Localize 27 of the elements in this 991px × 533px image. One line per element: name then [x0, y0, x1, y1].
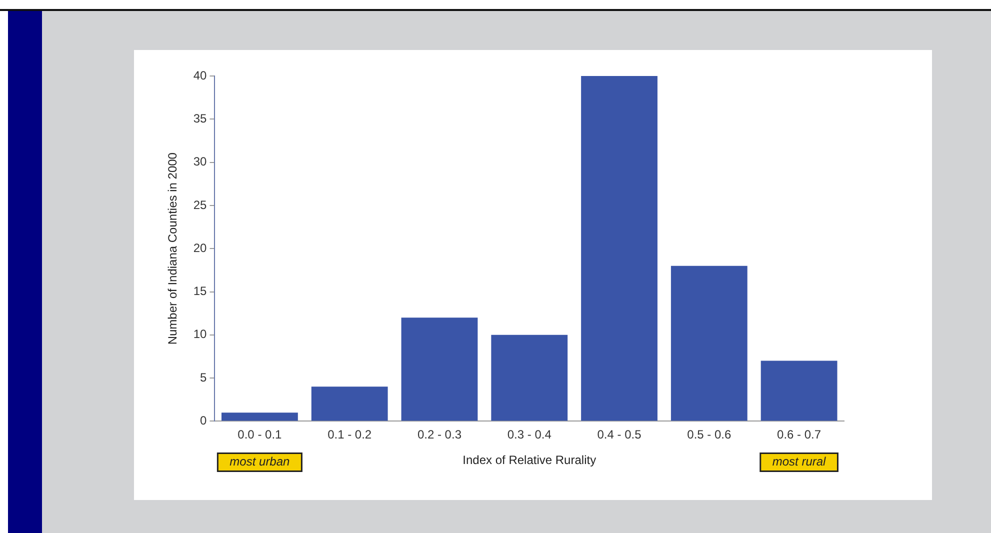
bar: [401, 318, 478, 421]
x-tick-label: 0.1 - 0.2: [328, 428, 372, 442]
y-tick-label: 25: [193, 198, 208, 212]
text: most urban: [230, 454, 290, 469]
y-axis-title: Number of Indiana Counties in 2000: [166, 152, 180, 345]
y-tick-label: 20: [193, 240, 208, 255]
bar: [221, 412, 298, 421]
y-tick-label: 0: [200, 414, 208, 428]
x-tick-label: 0.4 - 0.5: [597, 428, 642, 442]
y-tick-label: 35: [193, 111, 208, 126]
x-tick-label: 0.3 - 0.4: [507, 428, 552, 442]
bar: [581, 76, 658, 421]
bar: [311, 386, 388, 421]
x-axis-title: Index of Relative Rurality: [462, 453, 596, 468]
text: most rural: [772, 454, 826, 469]
y-tick-label: 5: [200, 370, 208, 384]
x-tick-label: 0.2 - 0.3: [417, 428, 462, 442]
x-tick-label: 0.0 - 0.1: [238, 428, 282, 442]
y-tick-label: 15: [193, 284, 208, 298]
x-tick-label: 0.6 - 0.7: [777, 428, 822, 442]
bar: [670, 266, 748, 421]
bar: [491, 334, 568, 421]
y-tick-label: 40: [193, 68, 208, 82]
y-tick-label: 10: [193, 327, 208, 342]
y-tick-label: 30: [193, 154, 208, 169]
x-tick-label: 0.5 - 0.6: [687, 428, 732, 442]
bar: [760, 360, 838, 421]
